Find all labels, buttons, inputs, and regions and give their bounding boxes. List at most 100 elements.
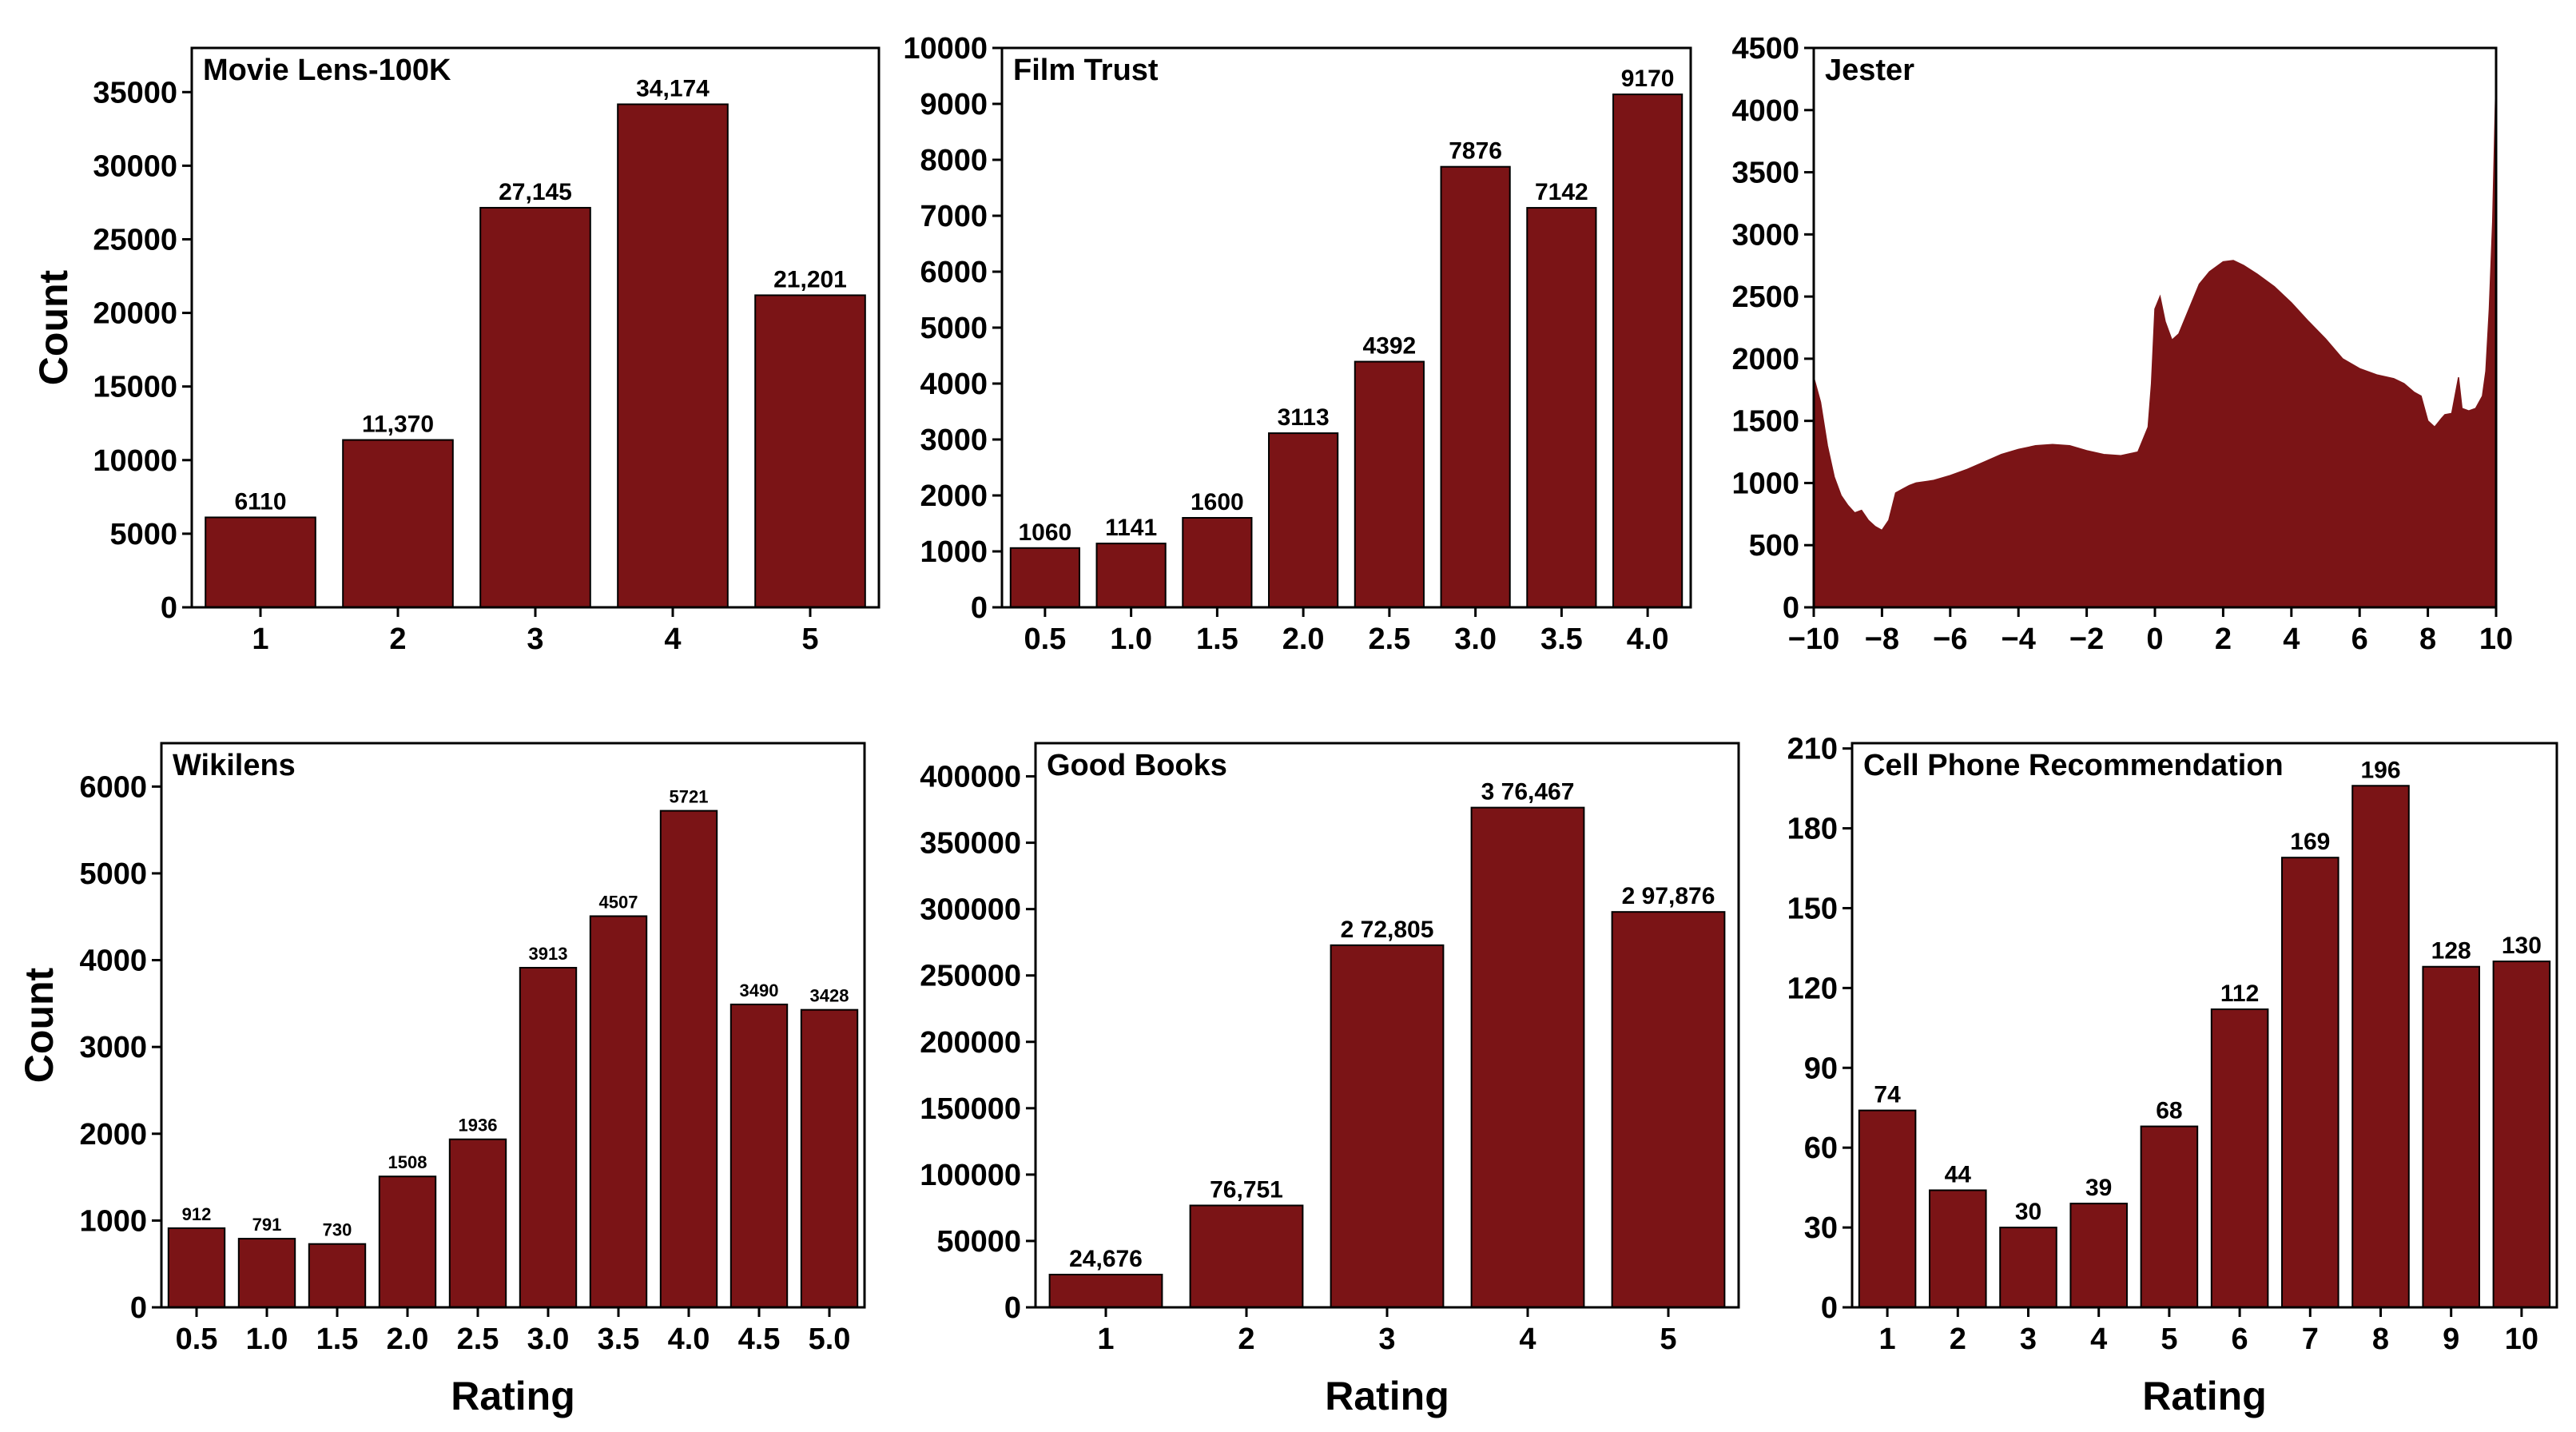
y-tick-label-0: 0	[1004, 1291, 1021, 1325]
y-tick-label-2500: 2500	[1731, 280, 1799, 314]
bar-0.5	[167, 1227, 226, 1308]
bar-1	[1858, 1109, 1917, 1308]
data-label-1.0: 1141	[1105, 515, 1157, 541]
data-label-6: 112	[2220, 981, 2259, 1007]
panel-title: Film Trust	[1013, 54, 1159, 87]
x-tick-label-4: 4	[2090, 1323, 2107, 1356]
x-tick-label-0.5: 0.5	[176, 1323, 218, 1356]
y-tick-label-90: 90	[1804, 1052, 1838, 1085]
bar-1.5	[1182, 517, 1253, 608]
data-label-1.5: 1600	[1191, 489, 1244, 515]
x-tick-label-6: 6	[2232, 1323, 2248, 1356]
y-tick-label-150: 150	[1787, 892, 1838, 925]
x-tick-label-0: 0	[2146, 623, 2163, 656]
data-label-3: 27,145	[499, 179, 572, 205]
data-label-3: 2 72,805	[1341, 917, 1434, 943]
x-axis-label: Rating	[451, 1374, 575, 1418]
bar-0.5	[1009, 547, 1080, 608]
data-label-7: 169	[2290, 829, 2330, 855]
bar-4	[617, 103, 729, 608]
x-tick-label-8: 8	[2419, 623, 2436, 656]
bar-3.0	[519, 966, 578, 1309]
x-tick-label-5.0: 5.0	[809, 1323, 851, 1356]
plot-frame	[1000, 46, 1692, 609]
panel-movielens: 6110 11,370 27,145 34,174 21,201 1 2 3 4 5 0 5000 10…	[31, 46, 881, 656]
data-label-5: 68	[2156, 1098, 2182, 1124]
bar-3	[1330, 944, 1445, 1308]
data-label-9: 128	[2431, 938, 2471, 965]
bar-3.0	[1440, 165, 1511, 608]
data-label-5.0: 3428	[810, 986, 849, 1006]
y-tick-label-2000: 2000	[79, 1118, 147, 1152]
x-tick-label-2.5: 2.5	[457, 1323, 499, 1356]
x-tick-label-3.0: 3.0	[1454, 623, 1497, 656]
data-label-4.0: 9170	[1621, 66, 1675, 92]
x-tick-label-1.0: 1.0	[1110, 623, 1152, 656]
data-label-4.0: 5721	[670, 787, 709, 807]
y-tick-label-8000: 8000	[920, 144, 988, 177]
bar-3	[1999, 1227, 2057, 1309]
plot-frame	[160, 742, 866, 1309]
y-tick-label-4000: 4000	[1731, 94, 1799, 128]
y-tick-label-5000: 5000	[79, 857, 147, 891]
bar-2.0	[378, 1175, 437, 1309]
panel-wikilens: 912 791 730 1508 1936 3913 4507 5721 3490 3428 0.5…	[17, 742, 866, 1418]
data-label-3.0: 3913	[529, 944, 568, 964]
data-label-1: 24,676	[1069, 1246, 1143, 1272]
y-tick-label-7000: 7000	[920, 200, 988, 233]
y-axis-label: Count	[31, 269, 76, 385]
data-label-0.5: 1060	[1019, 519, 1072, 546]
bar-2	[1189, 1204, 1304, 1309]
x-tick-label-3: 3	[2020, 1323, 2037, 1356]
y-tick-label-1000: 1000	[79, 1204, 147, 1238]
panel-filmtrust: 1060 1141 1600 3113 4392 7876 7142 9170 0.5 1.0 1.…	[903, 32, 1692, 656]
x-tick-label-4: 4	[2283, 623, 2300, 656]
panel-goodbooks: 24,676 76,751 2 72,805 3 76,467 2 97,876 1 2 3 4…	[920, 742, 1740, 1418]
y-tick-label-200000: 200000	[920, 1026, 1021, 1060]
bar-4.0	[1612, 93, 1684, 609]
data-label-2: 11,370	[362, 412, 434, 438]
data-label-4: 34,174	[636, 75, 710, 101]
x-tick-label--2: −2	[2069, 623, 2104, 656]
y-tick-label-0: 0	[130, 1291, 147, 1325]
x-tick-label-2.0: 2.0	[1282, 623, 1325, 656]
x-tick-label-2: 2	[1238, 1323, 1254, 1356]
x-tick-label-10: 10	[2479, 623, 2513, 656]
y-tick-label-2000: 2000	[920, 479, 988, 513]
data-label-8: 196	[2360, 757, 2400, 783]
x-tick-label-1.0: 1.0	[246, 1323, 288, 1356]
x-tick-label--10: −10	[1788, 623, 1839, 656]
bar-7	[2281, 857, 2339, 1308]
x-tick-label-1.5: 1.5	[1196, 623, 1238, 656]
bar-1	[205, 516, 316, 609]
y-tick-label-6000: 6000	[79, 770, 147, 804]
bar-2.5	[448, 1138, 507, 1308]
bar-2.5	[1354, 360, 1425, 608]
y-tick-label-400000: 400000	[920, 761, 1021, 794]
y-tick-label-30: 30	[1804, 1211, 1838, 1245]
x-tick-label-7: 7	[2302, 1323, 2319, 1356]
data-label-4.5: 3490	[740, 981, 779, 1000]
data-label-5: 21,201	[773, 266, 847, 292]
y-tick-label-150000: 150000	[920, 1092, 1021, 1126]
y-tick-label-30000: 30000	[93, 149, 177, 183]
panel-title: Good Books	[1047, 749, 1227, 782]
x-tick-label-10: 10	[2505, 1323, 2538, 1356]
y-tick-label-6000: 6000	[920, 256, 988, 289]
x-axis-label: Rating	[2142, 1374, 2267, 1418]
bar-2.0	[1268, 432, 1339, 609]
x-tick-label-2: 2	[2215, 623, 2232, 656]
data-label-3.5: 7142	[1535, 179, 1588, 205]
x-tick-label-4.0: 4.0	[668, 1323, 710, 1356]
x-tick-label-4.5: 4.5	[738, 1323, 781, 1356]
y-tick-label-180: 180	[1787, 813, 1838, 846]
y-tick-label-35000: 35000	[93, 76, 177, 109]
y-tick-label-1500: 1500	[1731, 405, 1799, 439]
x-tick-label-0.5: 0.5	[1024, 623, 1066, 656]
y-tick-label-0: 0	[1783, 591, 1799, 625]
x-tick-label-5: 5	[2161, 1323, 2177, 1356]
x-tick-label-1: 1	[1879, 1323, 1896, 1356]
y-tick-label-0: 0	[971, 591, 988, 625]
y-tick-label-60: 60	[1804, 1132, 1838, 1165]
